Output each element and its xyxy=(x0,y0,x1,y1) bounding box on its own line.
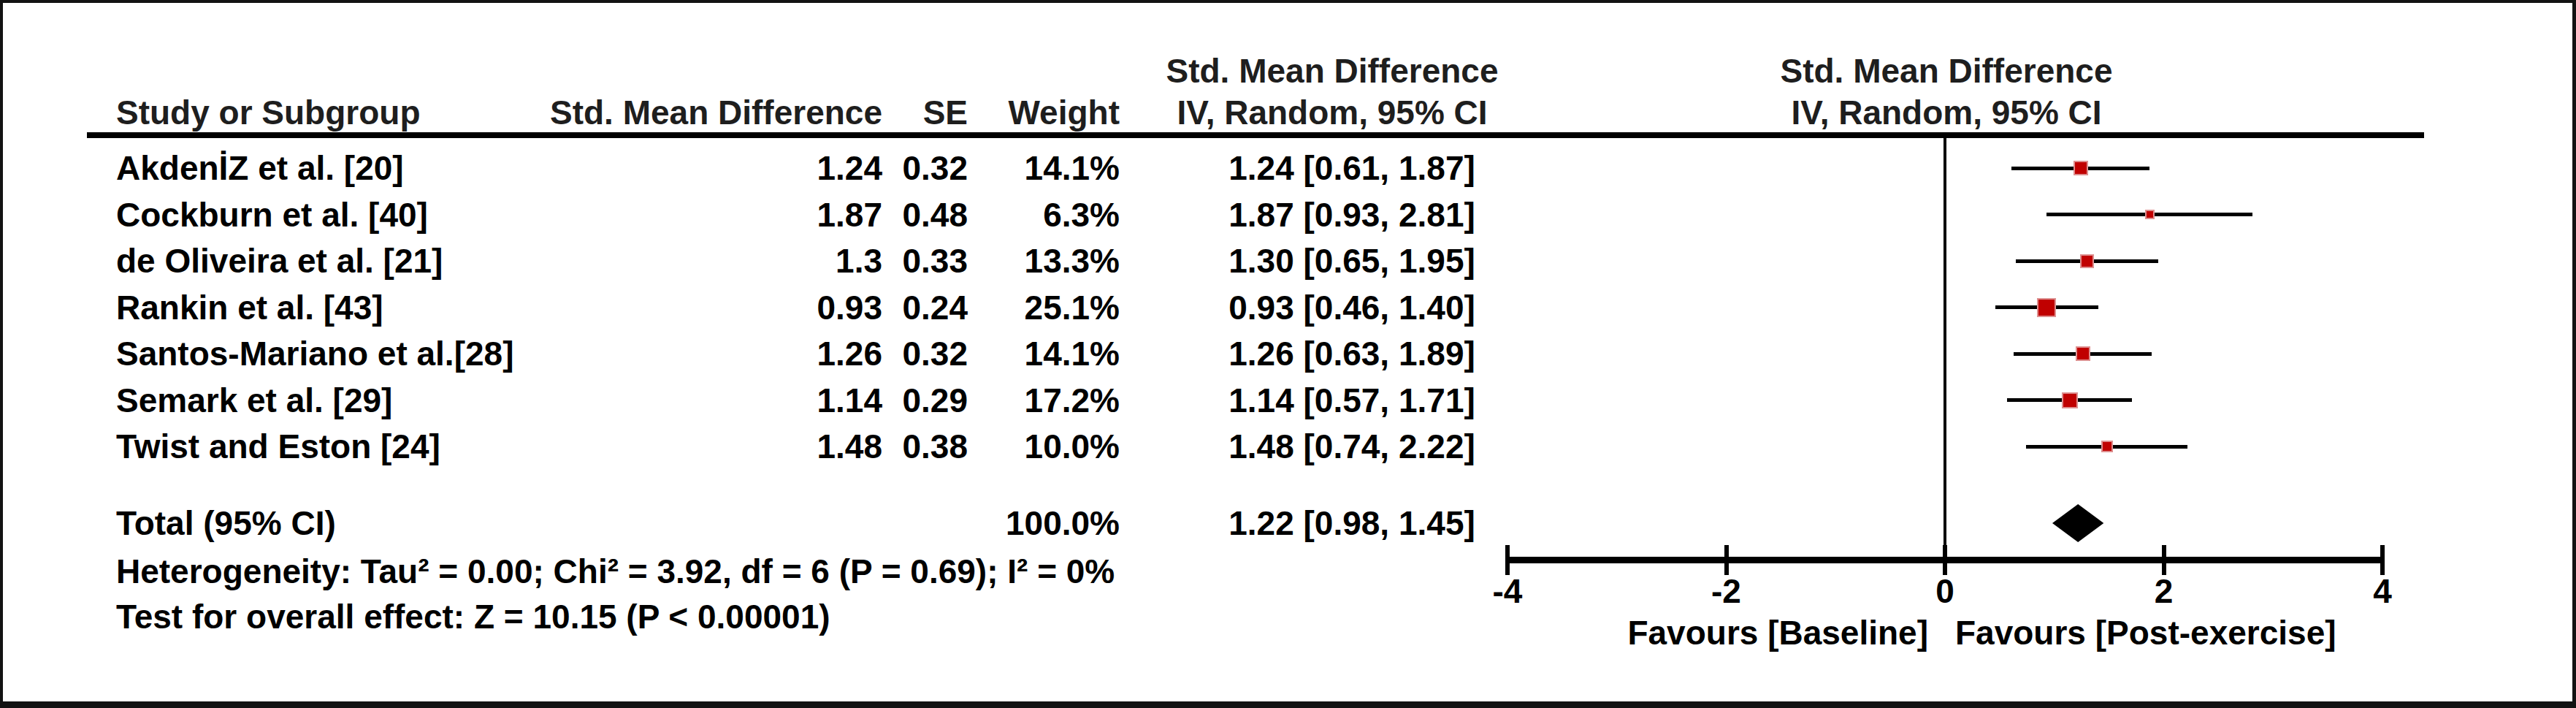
study-name: Twist and Eston [24] xyxy=(116,430,440,463)
axis-tick-label: 0 xyxy=(1935,574,1954,608)
effect-marker xyxy=(2145,210,2155,219)
study-name: Rankin et al. [43] xyxy=(116,291,383,324)
axis-tick xyxy=(2162,545,2166,575)
axis-tick-label: 2 xyxy=(2155,574,2174,608)
total-ci-text: 1.22 [0.98, 1.45] xyxy=(1228,506,1475,540)
effect-marker xyxy=(2076,346,2090,361)
ci-text: 1.87 [0.93, 2.81] xyxy=(1228,198,1475,232)
axis-tick xyxy=(2380,545,2385,575)
axis-tick xyxy=(1505,545,1510,575)
stats-header-measure: Std. Mean Difference xyxy=(1166,54,1499,88)
column-header-se: SE xyxy=(923,96,968,129)
weight-value: 25.1% xyxy=(1025,291,1120,324)
smd-value: 1.87 xyxy=(817,198,882,232)
weight-value: 17.2% xyxy=(1025,384,1120,417)
weight-value: 10.0% xyxy=(1025,430,1120,463)
column-header-weight: Weight xyxy=(1009,96,1120,129)
se-value: 0.32 xyxy=(902,151,968,185)
study-name: Santos-Mariano et al.[28] xyxy=(116,337,513,370)
ci-text: 1.26 [0.63, 1.89] xyxy=(1228,337,1475,370)
se-value: 0.29 xyxy=(902,384,968,417)
study-name: Semark et al. [29] xyxy=(116,384,392,417)
study-name: de Oliveira et al. [21] xyxy=(116,244,443,278)
axis-tick-label: -2 xyxy=(1711,574,1741,608)
se-value: 0.33 xyxy=(902,244,968,278)
plot-header-model: IV, Random, 95% CI xyxy=(1791,96,2101,129)
forest-plot-figure: Std. Mean Difference Std. Mean Differenc… xyxy=(0,0,2576,708)
smd-value: 1.24 xyxy=(817,151,882,185)
plot-header-measure: Std. Mean Difference xyxy=(1781,54,2113,88)
zero-reference-line xyxy=(1944,138,1946,560)
header-rule xyxy=(87,132,2424,138)
ci-text: 1.14 [0.57, 1.71] xyxy=(1228,384,1475,417)
axis-tick-label: 4 xyxy=(2373,574,2392,608)
axis-tick xyxy=(1724,545,1729,575)
favours-left-label: Favours [Baseline] xyxy=(1627,616,1928,650)
overall-effect-text: Test for overall effect: Z = 10.15 (P < … xyxy=(116,600,830,633)
favours-right-label: Favours [Post-exercise] xyxy=(1955,616,2336,650)
smd-value: 1.3 xyxy=(836,244,882,278)
effect-marker xyxy=(2074,161,2088,175)
ci-text: 0.93 [0.46, 1.40] xyxy=(1228,291,1475,324)
heterogeneity-text: Heterogeneity: Tau² = 0.00; Chi² = 3.92,… xyxy=(116,555,1115,588)
weight-value: 14.1% xyxy=(1025,151,1120,185)
smd-value: 1.26 xyxy=(817,337,882,370)
ci-text: 1.48 [0.74, 2.22] xyxy=(1228,430,1475,463)
effect-marker xyxy=(2101,441,2113,452)
effect-marker xyxy=(2037,298,2056,317)
column-header-ci: IV, Random, 95% CI xyxy=(1177,96,1487,129)
ci-text: 1.30 [0.65, 1.95] xyxy=(1228,244,1475,278)
effect-marker xyxy=(2080,254,2094,268)
weight-value: 13.3% xyxy=(1025,244,1120,278)
axis-tick xyxy=(1943,545,1947,575)
se-value: 0.24 xyxy=(902,291,968,324)
weight-value: 14.1% xyxy=(1025,337,1120,370)
study-name: Cockburn et al. [40] xyxy=(116,198,428,232)
summary-diamond xyxy=(2052,504,2103,542)
total-label: Total (95% CI) xyxy=(116,506,336,540)
axis-tick-label: -4 xyxy=(1493,574,1523,608)
smd-value: 1.48 xyxy=(817,430,882,463)
weight-value: 6.3% xyxy=(1043,198,1120,232)
smd-value: 0.93 xyxy=(817,291,882,324)
smd-value: 1.14 xyxy=(817,384,882,417)
column-header-smd: Std. Mean Difference xyxy=(550,96,882,129)
ci-text: 1.24 [0.61, 1.87] xyxy=(1228,151,1475,185)
se-value: 0.48 xyxy=(902,198,968,232)
effect-marker xyxy=(2062,392,2078,408)
total-weight: 100.0% xyxy=(1006,506,1120,540)
study-name: AkdenİZ et al. [20] xyxy=(116,151,404,185)
se-value: 0.32 xyxy=(902,337,968,370)
column-header-study: Study or Subgroup xyxy=(116,96,421,129)
se-value: 0.38 xyxy=(902,430,968,463)
